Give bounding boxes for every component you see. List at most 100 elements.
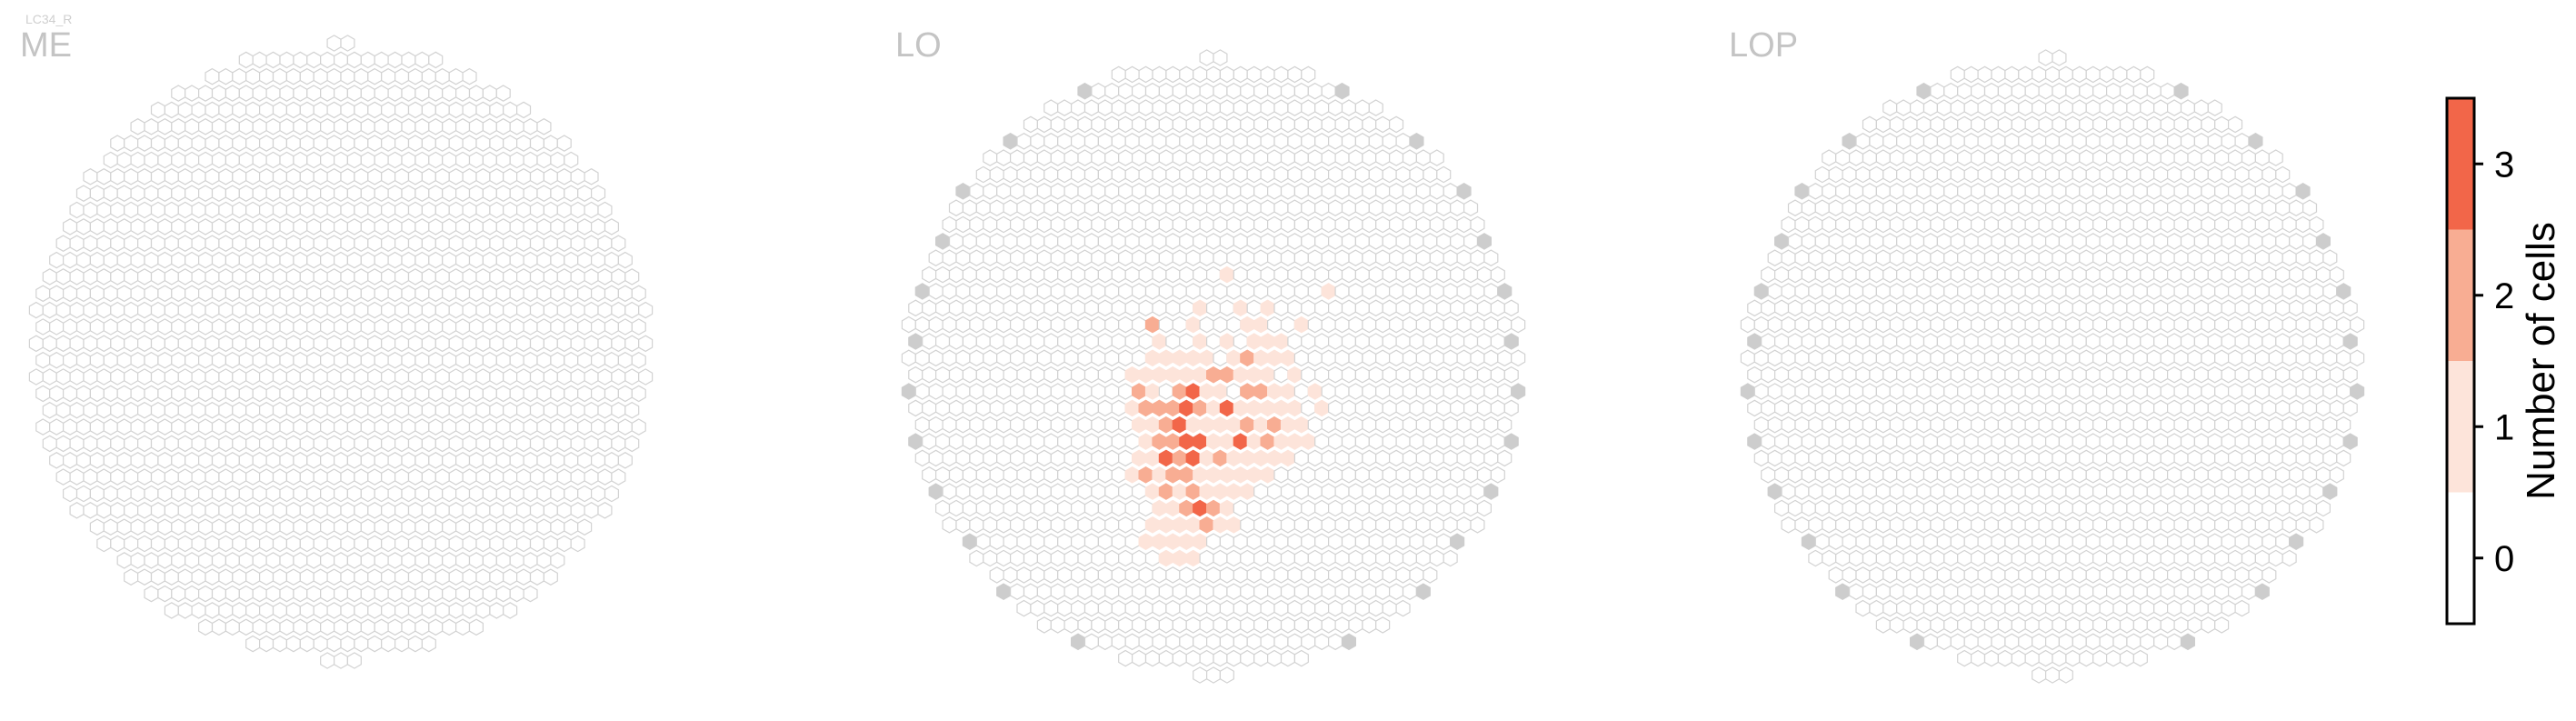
hex-cell xyxy=(434,168,450,185)
hex-cell xyxy=(570,335,585,353)
hex-cell xyxy=(468,485,484,503)
hex-cell-count-3 xyxy=(1179,433,1194,450)
hex-cell xyxy=(1124,199,1140,216)
hex-cell xyxy=(2207,265,2222,284)
hex-cell xyxy=(2140,533,2155,550)
hex-cell xyxy=(2228,549,2243,567)
hex-cell xyxy=(2275,165,2291,184)
hex-cell xyxy=(2153,333,2169,350)
hex-cell xyxy=(1997,149,2012,166)
hex-cell xyxy=(2011,483,2026,500)
hex-cell xyxy=(2052,249,2067,266)
hex-cell xyxy=(334,218,348,235)
hex-cell xyxy=(2173,449,2189,467)
hex-cell xyxy=(2085,165,2101,184)
hex-cell xyxy=(989,499,1004,517)
hex-cell xyxy=(1301,233,1316,250)
hex-cell xyxy=(2167,265,2182,284)
hex-cell xyxy=(1246,199,1262,216)
hex-cell xyxy=(334,385,348,403)
hex-cell xyxy=(1808,249,1823,266)
hex-cell xyxy=(1922,399,1938,417)
hex-cell xyxy=(407,235,423,252)
hex-cell xyxy=(1497,315,1513,334)
hex-cell xyxy=(1957,82,1972,100)
hex-cell xyxy=(150,468,165,486)
hex-cell xyxy=(1083,366,1100,384)
hex-cell xyxy=(2207,433,2222,450)
hex-cell xyxy=(1423,466,1438,484)
hex-cell xyxy=(503,135,518,152)
hex-cell xyxy=(1057,499,1073,517)
hex-cell xyxy=(164,301,179,319)
hex-cell xyxy=(1273,265,1289,284)
hex-cell xyxy=(1835,349,1851,367)
hex-cell xyxy=(1260,499,1275,517)
hex-cell xyxy=(2281,549,2297,567)
hex-cell xyxy=(1219,533,1234,550)
hex-cell xyxy=(2167,133,2182,150)
hex-cell xyxy=(1882,233,1898,250)
hex-cell xyxy=(191,101,206,119)
hex-cell xyxy=(1930,516,1945,534)
hex-cell xyxy=(2112,99,2128,116)
hex-cell xyxy=(1409,433,1424,450)
hex-cell xyxy=(1253,516,1269,534)
hex-cell xyxy=(2132,516,2148,534)
hex-cell xyxy=(144,585,159,603)
hex-cell xyxy=(1172,315,1187,334)
hex-cell xyxy=(577,351,593,369)
hex-cell xyxy=(2032,299,2047,317)
hex-cell xyxy=(1991,599,2006,617)
hex-cell xyxy=(293,251,308,269)
hex-cell xyxy=(1415,483,1431,500)
hex-cell xyxy=(89,285,105,303)
hex-cell xyxy=(306,585,322,603)
hex-cell xyxy=(2160,483,2175,500)
hex-cell xyxy=(1382,466,1397,484)
hex-cell xyxy=(1287,65,1303,84)
hex-cell xyxy=(1388,183,1404,200)
hex-cell xyxy=(2261,233,2277,250)
hex-cell xyxy=(1368,199,1383,216)
hex-cell xyxy=(1327,333,1343,350)
hex-cell xyxy=(1916,483,1932,500)
hex-cell xyxy=(272,435,287,453)
hex-cell xyxy=(1889,583,1904,600)
hex-cell xyxy=(1199,115,1214,134)
hex-cell xyxy=(381,368,396,386)
hex-cell xyxy=(1409,299,1424,317)
hex-cell xyxy=(2099,333,2114,350)
hex-cell xyxy=(2038,549,2053,567)
hex-cell xyxy=(2234,133,2250,150)
hex-cell xyxy=(1118,483,1133,500)
hex-cell xyxy=(2329,333,2344,350)
hex-cell xyxy=(340,401,355,419)
hex-cell xyxy=(144,452,159,469)
hex-cell xyxy=(2214,283,2230,300)
hex-cell xyxy=(934,299,951,317)
hex-cell xyxy=(2187,483,2202,500)
hex-cell xyxy=(1842,333,1857,350)
hex-cell xyxy=(1930,82,1945,100)
hex-cell xyxy=(2038,149,2053,166)
hex-cell xyxy=(245,535,261,553)
hex-cell-boundary xyxy=(1003,133,1018,150)
hex-cell xyxy=(604,485,620,503)
hex-cell xyxy=(1124,566,1140,584)
hex-cell xyxy=(1124,599,1140,617)
hex-cell xyxy=(1382,433,1397,450)
hex-cell xyxy=(1916,149,1932,166)
hex-cell xyxy=(1273,65,1289,84)
hex-cell xyxy=(1301,333,1316,350)
hex-cell xyxy=(2085,333,2101,350)
hex-cell xyxy=(482,452,497,469)
hex-cell xyxy=(2085,399,2101,417)
hex-cell xyxy=(1070,165,1086,184)
hex-cell xyxy=(983,516,998,534)
hex-cell xyxy=(1423,233,1438,250)
hex-cell xyxy=(326,235,342,252)
hex-cell xyxy=(414,151,430,169)
hex-cell xyxy=(922,466,937,484)
hex-cell xyxy=(1855,533,1871,550)
